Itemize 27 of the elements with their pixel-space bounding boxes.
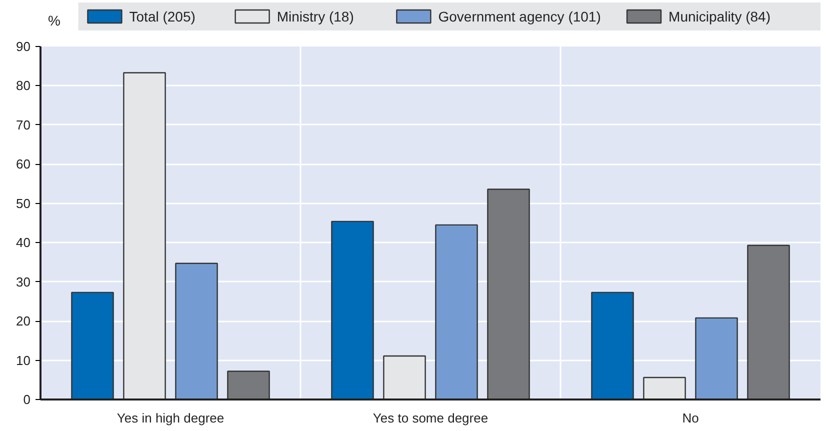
y-tick-label: 0 bbox=[23, 392, 31, 407]
bar bbox=[331, 220, 374, 400]
bar bbox=[71, 292, 114, 400]
legend-label: Municipality (84) bbox=[668, 8, 770, 24]
bar bbox=[695, 317, 738, 400]
bar bbox=[175, 262, 218, 400]
y-tick-label: 30 bbox=[16, 274, 31, 290]
y-tick-label: 60 bbox=[16, 156, 31, 172]
bar bbox=[227, 370, 270, 400]
x-tick-label: No bbox=[682, 410, 699, 426]
y-tick-label: 10 bbox=[16, 352, 31, 368]
bar bbox=[487, 188, 530, 400]
bar bbox=[435, 224, 478, 400]
legend-label: Ministry (18) bbox=[276, 8, 354, 24]
y-tick-label: 80 bbox=[16, 78, 31, 94]
y-axis-title: % bbox=[48, 12, 61, 28]
y-tick-label: 70 bbox=[16, 117, 31, 132]
y-tick-label: 90 bbox=[16, 39, 31, 54]
y-tick-label: 40 bbox=[16, 235, 31, 250]
x-tick-label: Yes to some degree bbox=[372, 410, 488, 426]
y-tick-label: 20 bbox=[16, 314, 31, 329]
bar bbox=[591, 292, 634, 400]
legend-label: Government agency (101) bbox=[438, 8, 601, 24]
x-tick-label: Yes in high degree bbox=[116, 410, 224, 426]
y-tick-label: 50 bbox=[16, 196, 31, 211]
bar bbox=[747, 244, 790, 400]
legend-label: Total (205) bbox=[129, 8, 196, 24]
